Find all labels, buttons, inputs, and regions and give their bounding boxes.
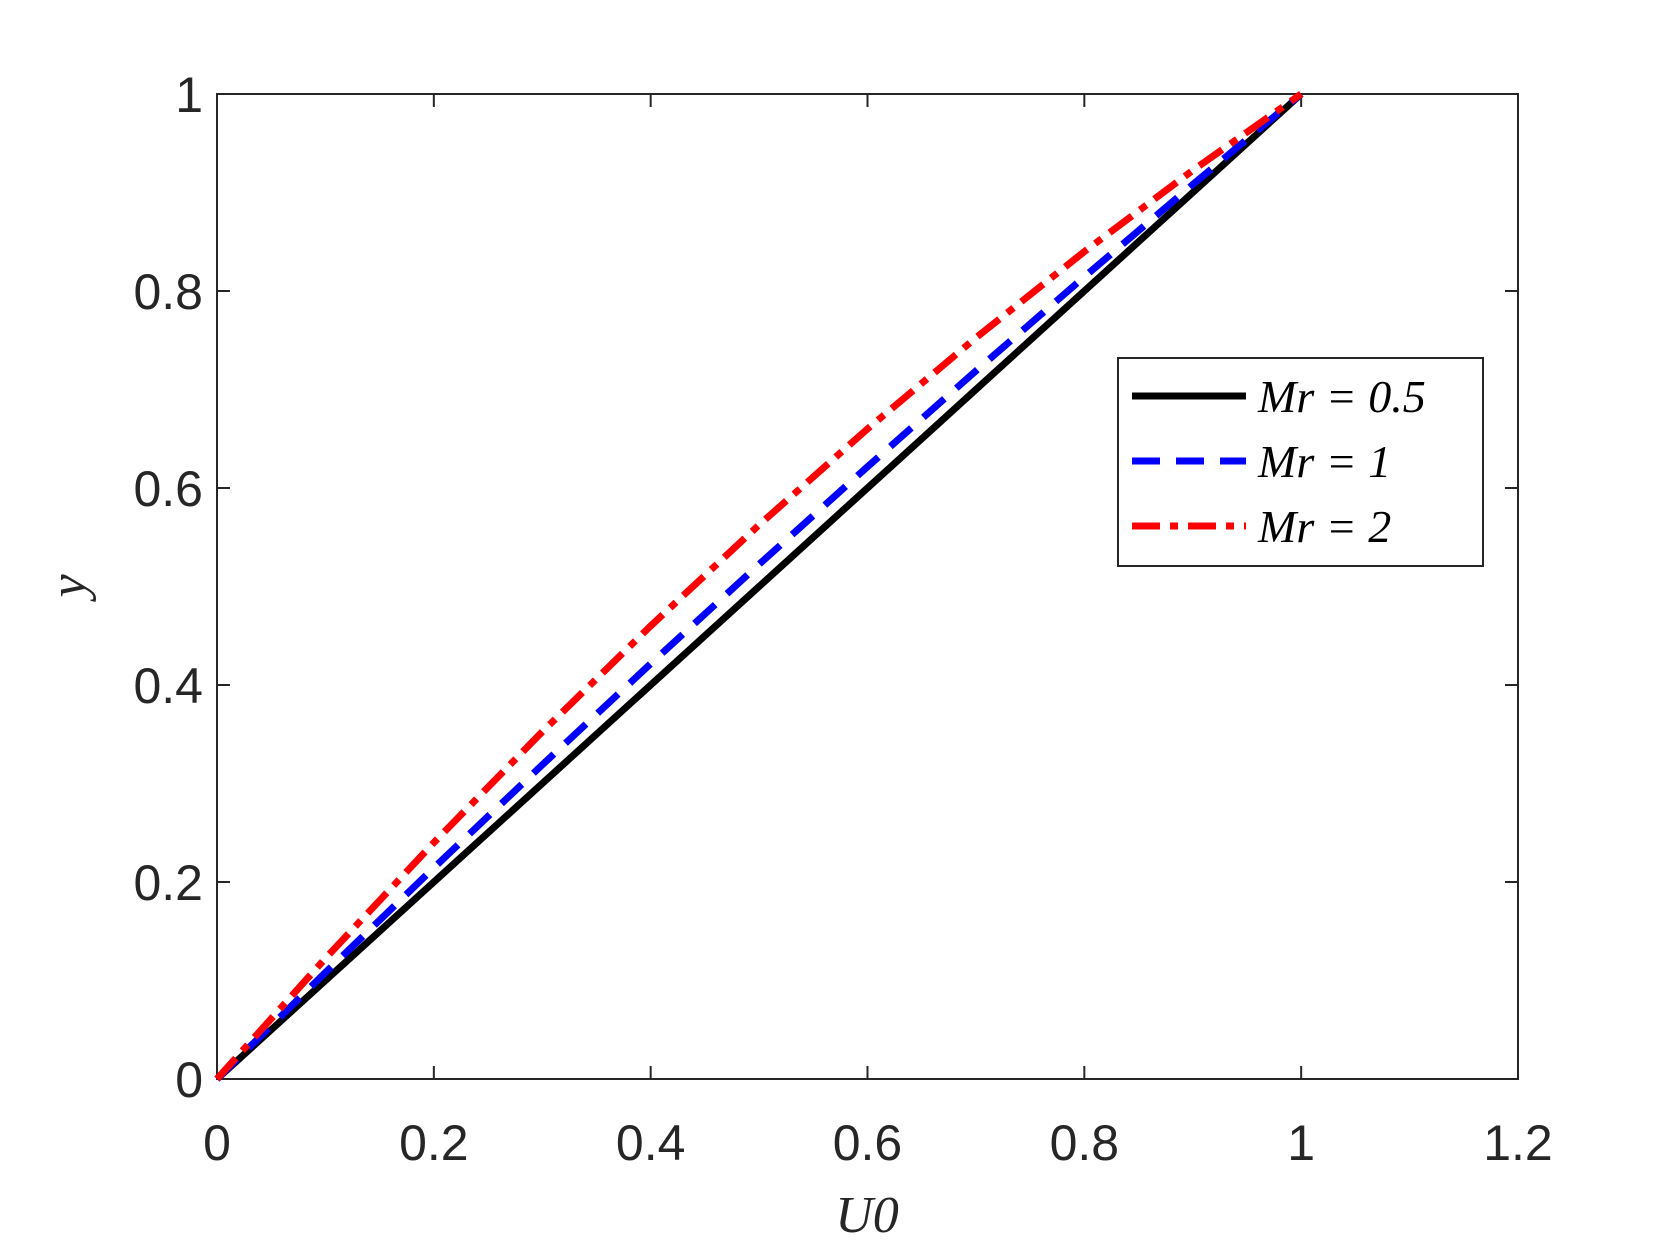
x-tick-label: 1 bbox=[1287, 1115, 1315, 1171]
y-tick-label: 0.8 bbox=[133, 264, 203, 320]
x-axis-label: U0 bbox=[835, 1187, 899, 1244]
y-tick-label: 0.6 bbox=[133, 461, 203, 517]
x-tick-label: 0.6 bbox=[833, 1115, 903, 1171]
legend-label: Mr = 1 bbox=[1257, 436, 1391, 487]
x-tick-label: 0.2 bbox=[399, 1115, 469, 1171]
x-tick-label: 0 bbox=[203, 1115, 231, 1171]
legend-label: Mr = 0.5 bbox=[1257, 371, 1426, 422]
x-tick-label: 0.8 bbox=[1050, 1115, 1120, 1171]
y-tick-label: 0 bbox=[175, 1052, 203, 1108]
series-line bbox=[214, 91, 1304, 1082]
x-tick-label: 1.2 bbox=[1483, 1115, 1553, 1171]
plot-area bbox=[216, 93, 1519, 1080]
y-axis-label: y bbox=[40, 574, 97, 603]
y-tick-label: 0.2 bbox=[133, 855, 203, 911]
legend-label: Mr = 2 bbox=[1257, 501, 1391, 552]
x-tick-label: 0.4 bbox=[616, 1115, 686, 1171]
series-line bbox=[214, 91, 1304, 1082]
y-tick-label: 0.4 bbox=[133, 658, 203, 714]
y-tick-label: 1 bbox=[175, 67, 203, 123]
